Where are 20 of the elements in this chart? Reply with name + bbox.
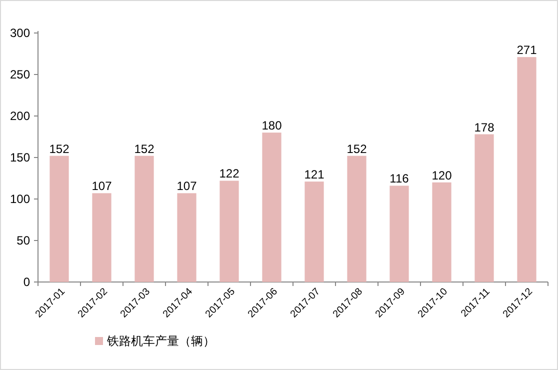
y-tick-label: 0 <box>23 275 30 289</box>
y-tick-label: 250 <box>10 68 30 82</box>
y-tick-label: 50 <box>16 234 30 248</box>
data-label: 178 <box>474 120 495 134</box>
data-label: 271 <box>516 43 538 58</box>
y-tick-label: 300 <box>10 26 30 40</box>
data-label: 152 <box>346 142 368 156</box>
data-label: 152 <box>134 142 155 156</box>
data-label: 107 <box>92 179 112 194</box>
data-label: 121 <box>304 168 325 182</box>
y-tick-label: 100 <box>10 192 30 206</box>
y-tick-label: 200 <box>10 109 30 123</box>
data-label: 180 <box>262 118 282 133</box>
data-label: 122 <box>219 166 240 181</box>
data-label: 152 <box>49 142 70 156</box>
data-label: 120 <box>432 168 452 182</box>
data-label: 107 <box>176 179 198 194</box>
y-tick-label: 150 <box>10 150 30 164</box>
data-label: 116 <box>390 172 410 186</box>
legend-label: 铁路机车产量（辆） <box>106 334 215 348</box>
